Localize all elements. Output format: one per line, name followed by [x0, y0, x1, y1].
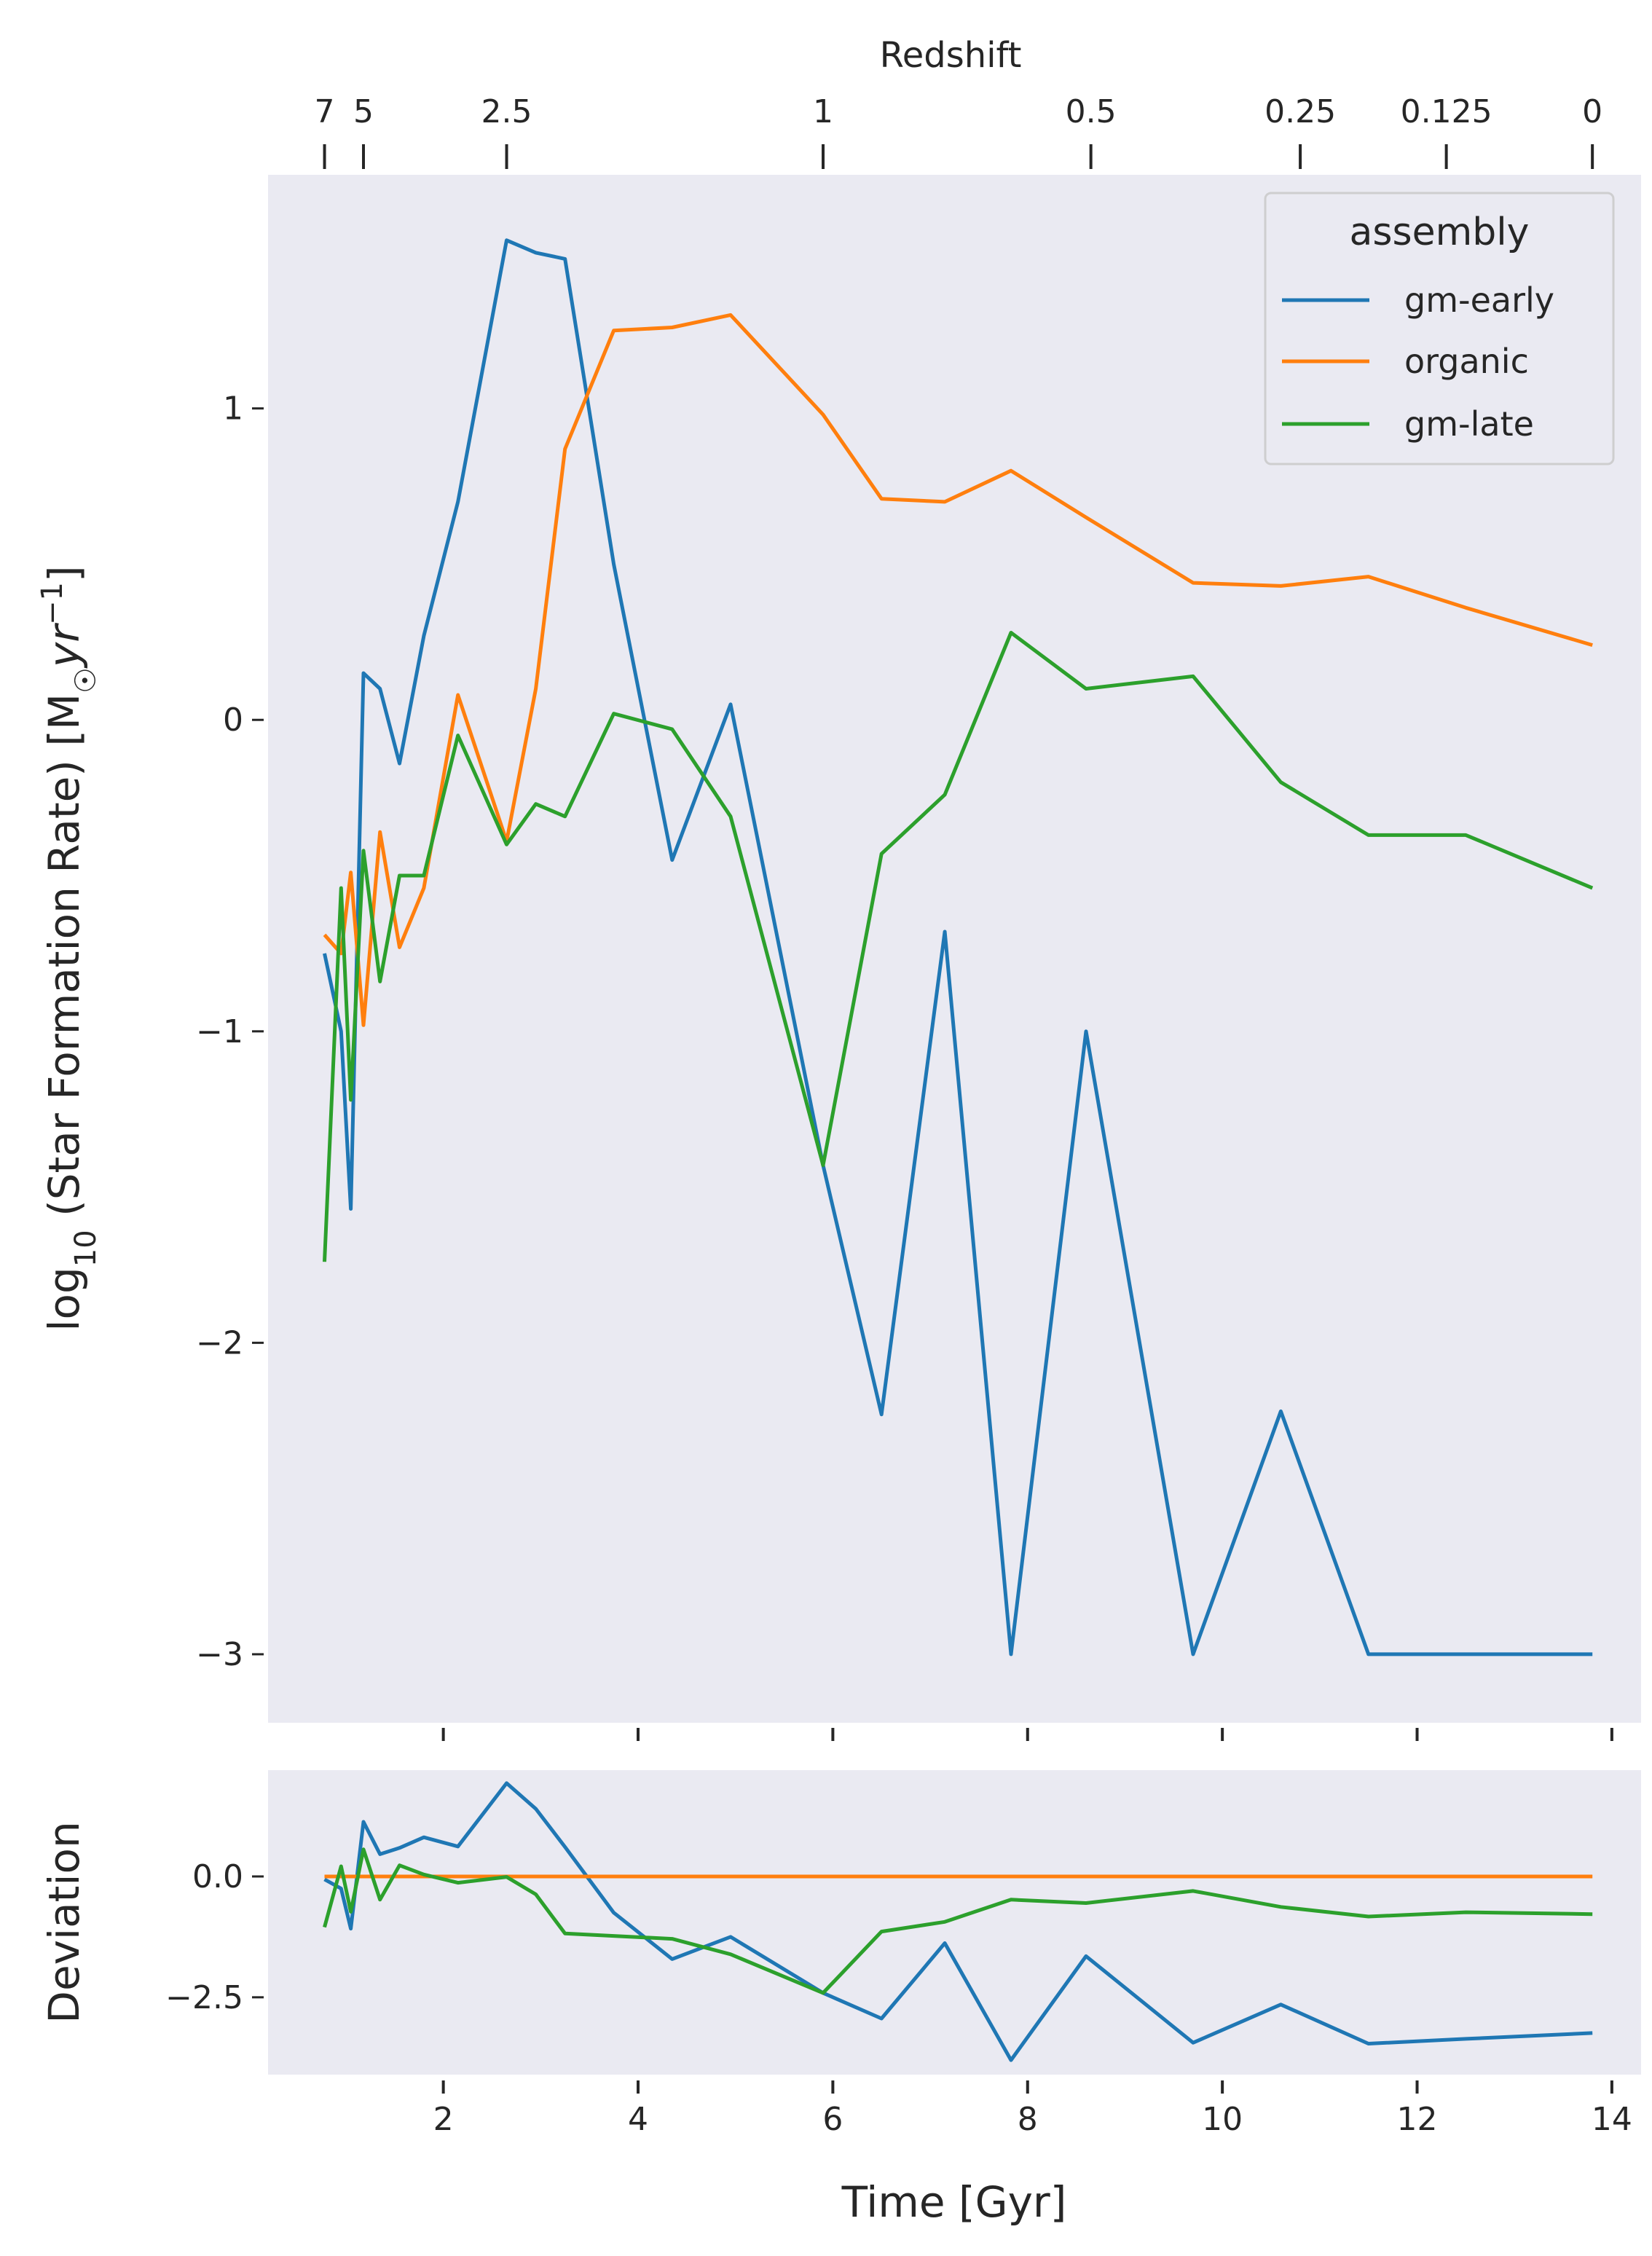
x-tick-label: 8: [1018, 2101, 1038, 2138]
x-tick-label: 2: [433, 2101, 454, 2138]
main-y-axis-title: log10 (Star Formation Rate) [M☉yr−1]: [36, 565, 103, 1331]
x-tick-label: 10: [1202, 2101, 1243, 2138]
deviation-x-ticks: 2 4 6 8 10 12 14: [433, 2080, 1632, 2138]
main-line-organic: [323, 313, 1593, 1027]
deviation-line-gm-late: [323, 1847, 1593, 1995]
legend-title: assembly: [1350, 211, 1530, 254]
redshift-tick-label: 0.125: [1401, 93, 1492, 130]
main-series-lines: [323, 238, 1594, 1656]
main-line-gm-late: [323, 631, 1594, 1262]
redshift-tick-label: 0.5: [1066, 93, 1117, 130]
redshift-tick-label: 7: [315, 93, 335, 130]
redshift-tick-label: 0.25: [1264, 93, 1336, 130]
redshift-axis: 7 5 2.5 1 0.5 0.25 0.125 0: [315, 93, 1602, 169]
deviation-y-tick-label: −2.5: [165, 1979, 243, 2016]
legend-label-gm-late: gm-late: [1404, 404, 1534, 444]
redshift-tick-label: 5: [353, 93, 374, 130]
x-tick-label: 14: [1592, 2101, 1632, 2138]
main-y-tick-label: −1: [196, 1013, 243, 1050]
main-y-tick-label: −2: [196, 1324, 243, 1361]
x-tick-label: 4: [628, 2101, 648, 2138]
main-x-ticks: [441, 1728, 1613, 1741]
x-axis-title: Time [Gyr]: [841, 2177, 1067, 2227]
legend-box: [1264, 192, 1615, 465]
redshift-tick-label: 2.5: [481, 93, 532, 130]
redshift-tick-label: 0: [1582, 93, 1602, 130]
main-line-gm-early: [323, 238, 1593, 1656]
x-tick-label: 12: [1397, 2101, 1438, 2138]
deviation-plot-area: [268, 1770, 1641, 2075]
redshift-tick-label: 1: [813, 93, 833, 130]
legend: assembly gm-early organic gm-late: [1264, 192, 1615, 465]
deviation-y-ticks: 0.0 −2.5: [165, 1858, 264, 2016]
deviation-y-tick-label: 0.0: [192, 1858, 243, 1895]
x-tick-label: 6: [822, 2101, 843, 2138]
deviation-y-axis-title: Deviation: [39, 1821, 89, 2023]
main-y-ticks: 1 0 −1 −2 −3: [196, 390, 264, 1673]
main-y-tick-label: 0: [223, 701, 243, 739]
legend-label-gm-early: gm-early: [1404, 280, 1554, 320]
redshift-axis-title: Redshift: [880, 35, 1022, 76]
main-y-tick-label: −3: [196, 1636, 243, 1673]
main-y-tick-label: 1: [223, 390, 243, 428]
legend-label-organic: organic: [1404, 342, 1529, 381]
deviation-series-lines: [323, 1781, 1593, 2062]
